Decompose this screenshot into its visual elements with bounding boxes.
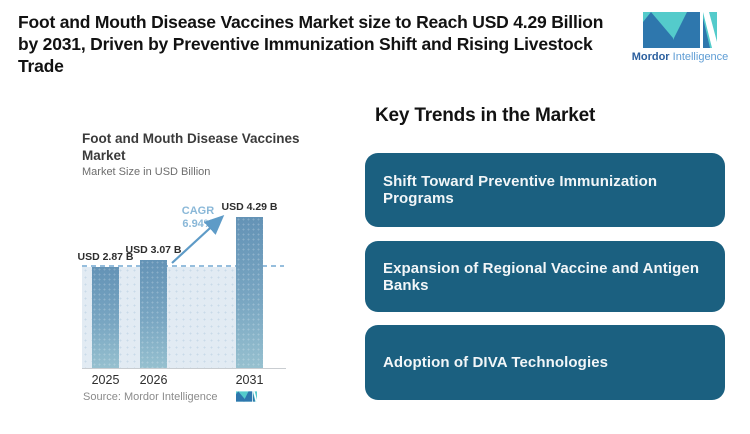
bar-2025 — [92, 267, 119, 368]
mordor-intelligence-logo-icon — [643, 12, 717, 48]
cagr-annotation: CAGR 6.94% — [175, 205, 221, 231]
chart-title: Foot and Mouth Disease Vaccines Market — [82, 131, 300, 163]
bar-value-label: USD 4.29 B — [221, 201, 278, 213]
brand-block: Mordor Intelligence — [630, 12, 730, 63]
trend-card-diva-technologies: Adoption of DIVA Technologies — [365, 325, 725, 400]
brand-name-primary: Mordor — [631, 51, 670, 63]
mordor-logo-mini-icon — [236, 391, 257, 402]
source-attribution: Source: Mordor Intelligence — [83, 391, 218, 403]
bar-value-label: USD 3.07 B — [125, 244, 182, 256]
cagr-label: CAGR — [181, 205, 215, 217]
brand-name-secondary: Intelligence — [672, 51, 729, 63]
chart-subtitle: Market Size in USD Billion — [82, 166, 211, 178]
trend-card-antigen-banks: Expansion of Regional Vaccine and Antige… — [365, 241, 725, 312]
bar-2026 — [140, 260, 167, 368]
x-tick-label: 2031 — [235, 373, 264, 387]
x-tick-label: 2026 — [139, 373, 168, 387]
x-axis-line — [82, 368, 286, 369]
brand-name: Mordor Intelligence — [630, 51, 730, 63]
page-title: Foot and Mouth Disease Vaccines Market s… — [18, 12, 604, 76]
trend-card-label: Adoption of DIVA Technologies — [383, 354, 609, 371]
trend-card-label: Shift Toward Preventive Immunization Pro… — [383, 173, 658, 207]
trend-card-preventive-immunization: Shift Toward Preventive Immunization Pro… — [365, 153, 725, 227]
x-tick-label: 2025 — [91, 373, 120, 387]
cagr-value: 6.94% — [182, 218, 214, 230]
baseline-dashed-line — [82, 265, 284, 267]
trend-card-label: Expansion of Regional Vaccine and Antige… — [383, 259, 700, 294]
trends-heading: Key Trends in the Market — [375, 105, 596, 126]
bar-2031 — [236, 217, 263, 368]
bar-value-label: USD 2.87 B — [77, 251, 134, 263]
